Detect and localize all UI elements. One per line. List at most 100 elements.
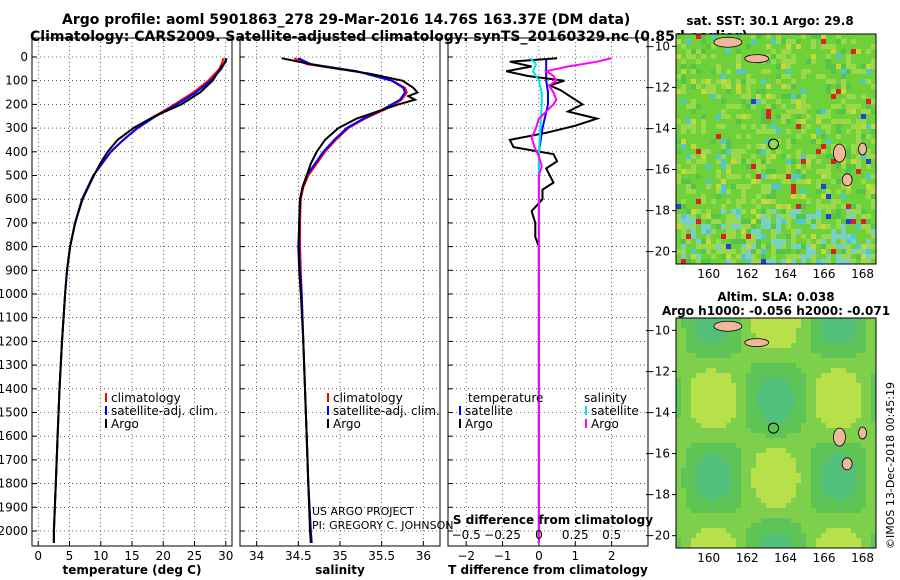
sst-map-cell [811,134,817,140]
sla-map-cell [861,393,867,399]
sla-map-cell [776,508,782,514]
sla-map-cell [776,353,782,359]
sst-map-cell [711,99,717,105]
sst-map-cell [761,244,767,250]
sst-map-cell [681,69,687,75]
sst-map-cell [681,39,687,45]
sla-map-cell [811,518,817,524]
sla-map-cell [841,473,847,479]
sla-map-cell [771,533,777,539]
sla-map-cell [791,473,797,479]
sst-map-cell [756,134,762,140]
sst-map-cell [806,159,812,165]
sla-map-cell [681,513,687,519]
sla-map-cell [721,433,727,439]
sst-map-cell [711,59,717,65]
sst-map-cell [766,159,772,165]
sst-map-cell [786,84,792,90]
sla-map-cell [851,463,857,469]
sla-map-cell [721,378,727,384]
sla-map-cell [686,323,692,329]
sla-map-cell [721,448,727,454]
sst-map-cell [826,129,832,135]
sla-map-cell [701,523,707,529]
sla-map-cell [831,423,837,429]
sla-map-cell [816,408,822,414]
sst-map-cell [826,194,832,200]
sla-map-cell [731,413,737,419]
sla-map-cell [726,343,732,349]
sla-map-cell [836,523,842,529]
sla-map-cell [801,353,807,359]
sst-map-cell [771,74,777,80]
sla-map-cell [736,493,742,499]
sst-map-cell [861,244,867,250]
sla-map-cell [676,353,682,359]
sst-map-cell [706,104,712,110]
sla-map-cell [681,543,687,549]
sla-map-cell [841,403,847,409]
sst-map-cell [676,169,682,175]
sla-map-cell [686,423,692,429]
sst-map-cell [781,254,787,260]
sla-map-cell [756,368,762,374]
sla-map-cell [846,498,852,504]
sst-map-cell [781,49,787,55]
difference-tick-label-top: −0.5 [452,528,481,542]
sla-map-cell [696,503,702,509]
sla-map-cell [791,418,797,424]
sst-map-cell [721,159,727,165]
sla-map-cell [756,538,762,544]
sst-map-cell [701,189,707,195]
sst-map-cell [821,199,827,205]
sla-map-cell [696,528,702,534]
sla-map-cell [846,443,852,449]
sla-map-cell [681,353,687,359]
sla-map-cell [691,378,697,384]
sla-map-cell [696,358,702,364]
sla-map-cell [801,388,807,394]
sla-map-cell [701,493,707,499]
sla-map-cell [766,323,772,329]
sla-map-cell [831,343,837,349]
sst-map-cell [851,49,857,55]
sla-map-cell [871,428,877,434]
sla-map-cell [771,378,777,384]
sst-map-cell [836,214,842,220]
sla-map-cell [856,523,862,529]
sst-map-cell [821,104,827,110]
sla-map-cell [691,433,697,439]
sst-map-cell [756,209,762,215]
sla-map-cell [676,523,682,529]
sst-map-cell [741,184,747,190]
sla-map-cell [706,398,712,404]
sla-map-cell [731,488,737,494]
sla-map-cell [731,458,737,464]
sla-map-cell [746,378,752,384]
sla-map-cell [791,423,797,429]
sla-map-cell [701,438,707,444]
sla-map-cell [761,378,767,384]
sst-island [833,143,846,163]
difference-tick-label-x: 1 [571,549,579,563]
sla-map-cell [836,518,842,524]
sst-map-cell [861,159,867,165]
sla-map-cell [776,383,782,389]
sla-map-cell [681,508,687,514]
sst-map-cell [716,79,722,85]
sla-map-cell [866,433,872,439]
sla-map-cell [681,503,687,509]
sst-map-cell [706,229,712,235]
sla-map-cell [826,403,832,409]
sst-map-cell [861,189,867,195]
sla-map-cell [701,343,707,349]
sst-map-cell [831,44,837,50]
sst-map-cell [866,49,872,55]
sst-map-cell [731,209,737,215]
sst-map-cell [761,194,767,200]
sst-map-cell [866,89,872,95]
sla-map-cell [816,453,822,459]
sst-map-cell [806,99,812,105]
sla-map-cell [826,323,832,329]
sla-map-cell [851,453,857,459]
